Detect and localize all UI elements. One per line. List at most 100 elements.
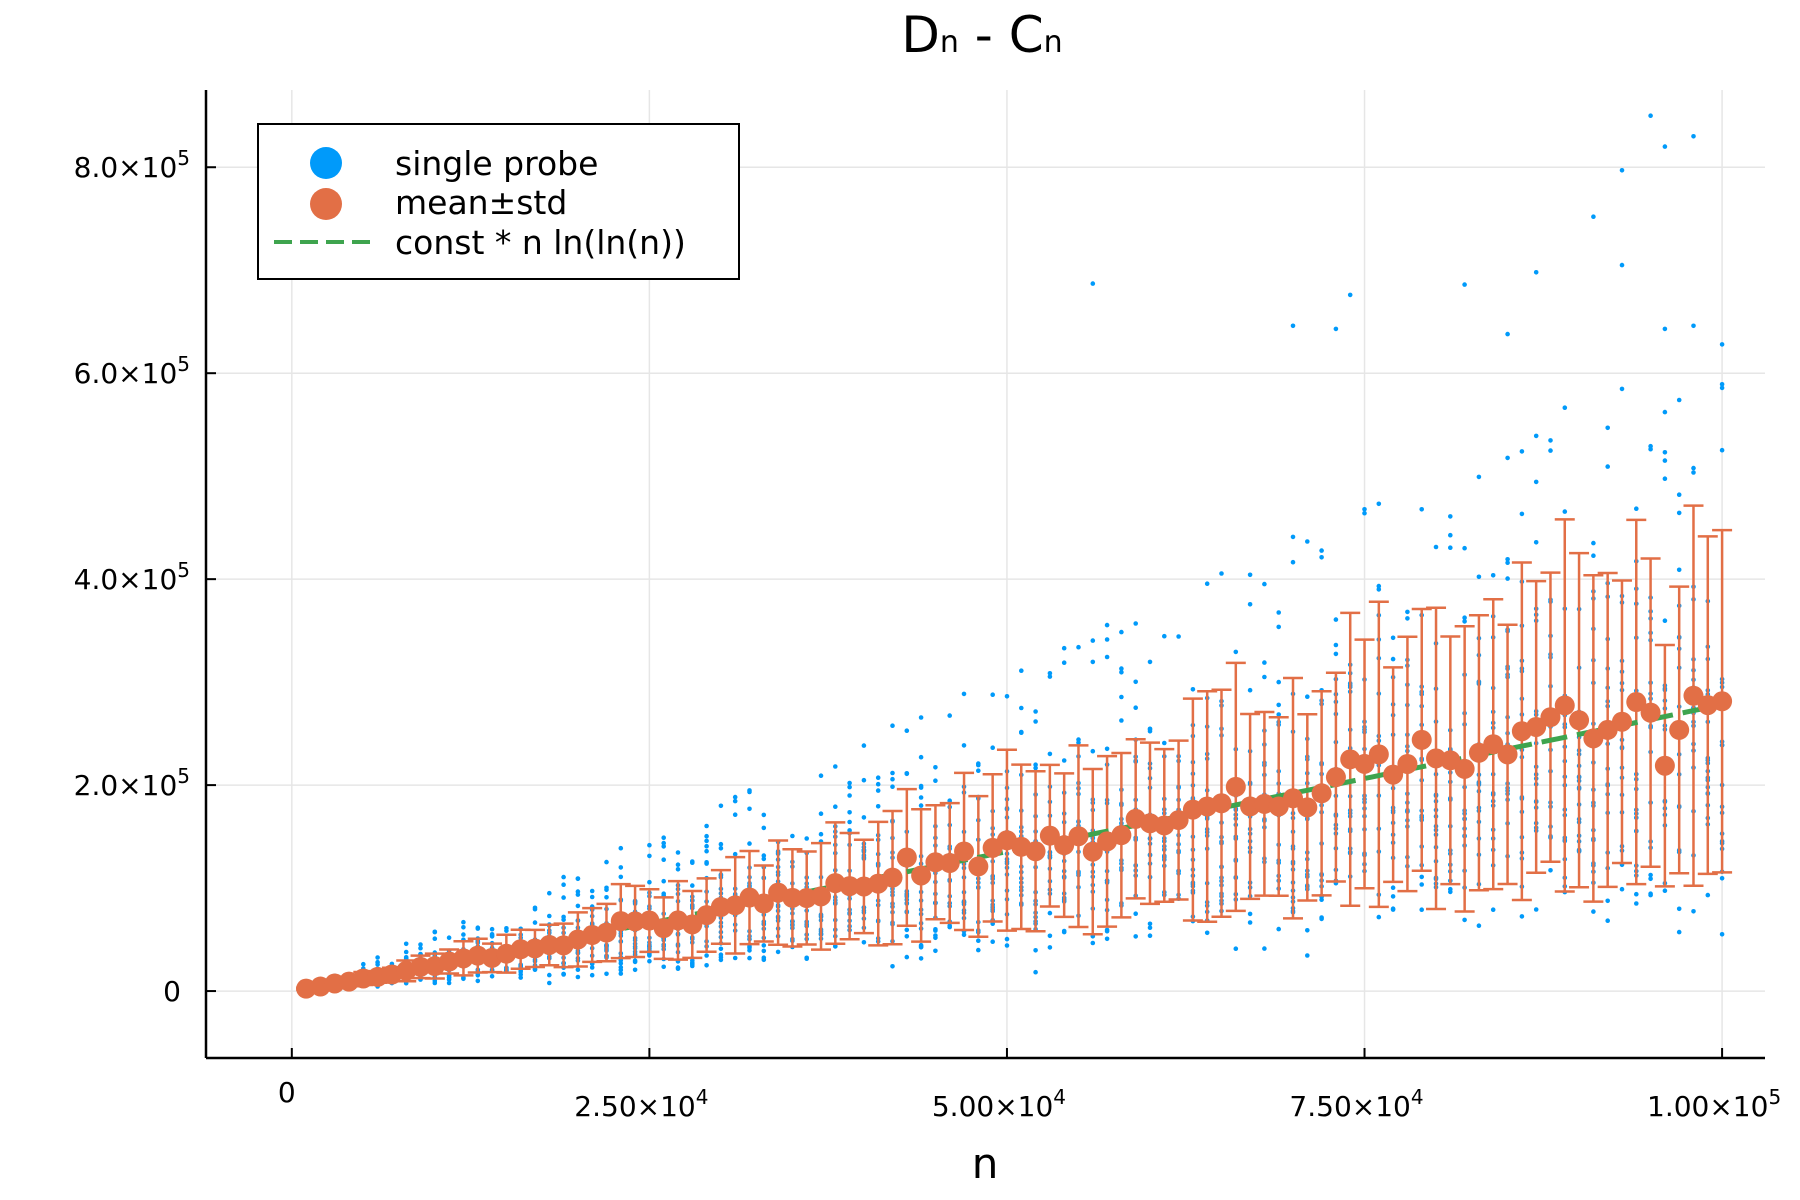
- probe-point: [1719, 385, 1725, 391]
- probe-point: [761, 856, 767, 862]
- probe-point: [875, 788, 881, 793]
- mean-marker: [539, 934, 560, 955]
- probe-point: [732, 794, 738, 800]
- probe-point: [1605, 898, 1610, 904]
- probe-point: [1276, 926, 1281, 932]
- probe-point: [1634, 506, 1639, 512]
- probe-point: [1119, 694, 1124, 700]
- probe-point: [1319, 548, 1324, 553]
- x-tick-exponent: 4: [1411, 1085, 1424, 1109]
- x-tick-mantissa: 0: [278, 1076, 296, 1109]
- probe-point: [1505, 331, 1510, 337]
- probe-point: [589, 965, 595, 970]
- probe-point: [847, 793, 852, 798]
- probe-point: [403, 949, 409, 955]
- mean-marker: [1683, 685, 1704, 706]
- probe-point: [618, 874, 624, 880]
- probe-point: [1262, 674, 1267, 680]
- probe-point: [504, 926, 509, 931]
- probe-point: [1591, 553, 1596, 558]
- probe-point: [890, 776, 895, 782]
- probe-point: [1047, 671, 1053, 676]
- probe-point: [1004, 943, 1010, 948]
- probe-point: [1433, 544, 1439, 550]
- probe-point: [1662, 458, 1668, 463]
- probe-point: [833, 764, 838, 769]
- probe-point: [761, 943, 767, 948]
- probe-point: [961, 932, 967, 938]
- probe-point: [1004, 694, 1010, 699]
- probe-point: [1119, 718, 1124, 723]
- probe-point: [1662, 618, 1668, 623]
- probe-point: [1648, 892, 1653, 898]
- probe-point: [575, 892, 581, 897]
- title-mid: - C: [959, 6, 1044, 64]
- probe-point: [918, 785, 924, 790]
- probe-point: [1033, 765, 1038, 771]
- probe-point: [1648, 443, 1653, 449]
- mean-marker: [782, 887, 803, 908]
- legend-mean-std-marker: [310, 188, 342, 220]
- title-sub1: n: [940, 25, 959, 60]
- probe-point: [618, 971, 624, 976]
- probe-point: [446, 935, 452, 940]
- probe-point: [1605, 464, 1610, 469]
- probe-point: [1233, 946, 1239, 951]
- probe-point: [1462, 545, 1467, 551]
- probe-point: [861, 815, 867, 820]
- probe-point: [1019, 730, 1024, 735]
- probe-point: [1133, 705, 1138, 710]
- probe-point: [1090, 659, 1096, 665]
- mean-marker: [1383, 764, 1404, 785]
- probe-point: [403, 941, 409, 947]
- probe-point: [547, 980, 552, 986]
- probe-point: [1533, 479, 1539, 485]
- y-tick-label: 4.0×105: [74, 558, 190, 596]
- mean-marker: [1054, 835, 1075, 856]
- probe-point: [1462, 917, 1467, 923]
- probe-point: [890, 770, 895, 776]
- probe-point: [375, 959, 380, 965]
- probe-point: [761, 955, 767, 960]
- probe-point: [1190, 687, 1196, 692]
- probe-point: [489, 974, 495, 979]
- probe-point: [1276, 712, 1281, 717]
- probe-point: [833, 804, 838, 809]
- legend-fit-label: const * n ln(ln(n)): [395, 223, 686, 262]
- probe-point: [1276, 679, 1281, 685]
- probe-point: [1305, 928, 1310, 933]
- probe-point: [732, 798, 738, 804]
- probe-point: [933, 948, 938, 954]
- probe-point: [1119, 670, 1124, 675]
- probe-point: [618, 961, 624, 966]
- probe-point: [1676, 510, 1682, 516]
- mean-marker: [1611, 711, 1632, 732]
- probe-point: [1405, 609, 1410, 615]
- mean-marker: [682, 914, 703, 935]
- probe-point: [933, 778, 938, 783]
- probe-point: [990, 692, 995, 697]
- probe-point: [1676, 492, 1682, 498]
- probe-point: [1033, 719, 1038, 724]
- probe-point: [918, 754, 924, 760]
- x-tick-mantissa: 1.00×10: [1647, 1090, 1768, 1123]
- probe-point: [1548, 448, 1553, 453]
- probe-point: [361, 961, 366, 967]
- probe-point: [1719, 447, 1725, 453]
- title-main: D: [901, 6, 940, 64]
- probe-point: [589, 972, 595, 978]
- probe-point: [704, 843, 709, 849]
- probe-point: [1333, 617, 1339, 622]
- probe-point: [747, 788, 752, 793]
- probe-point: [1276, 702, 1281, 708]
- probe-point: [933, 765, 938, 770]
- probe-point: [890, 784, 895, 789]
- probe-point: [1376, 587, 1382, 592]
- probe-point: [933, 927, 938, 932]
- probe-point: [1104, 654, 1110, 660]
- probe-point: [1047, 751, 1053, 757]
- probe-point: [904, 954, 910, 960]
- probe-point: [918, 956, 924, 961]
- probe-point: [1362, 510, 1367, 516]
- probe-point: [1719, 876, 1725, 881]
